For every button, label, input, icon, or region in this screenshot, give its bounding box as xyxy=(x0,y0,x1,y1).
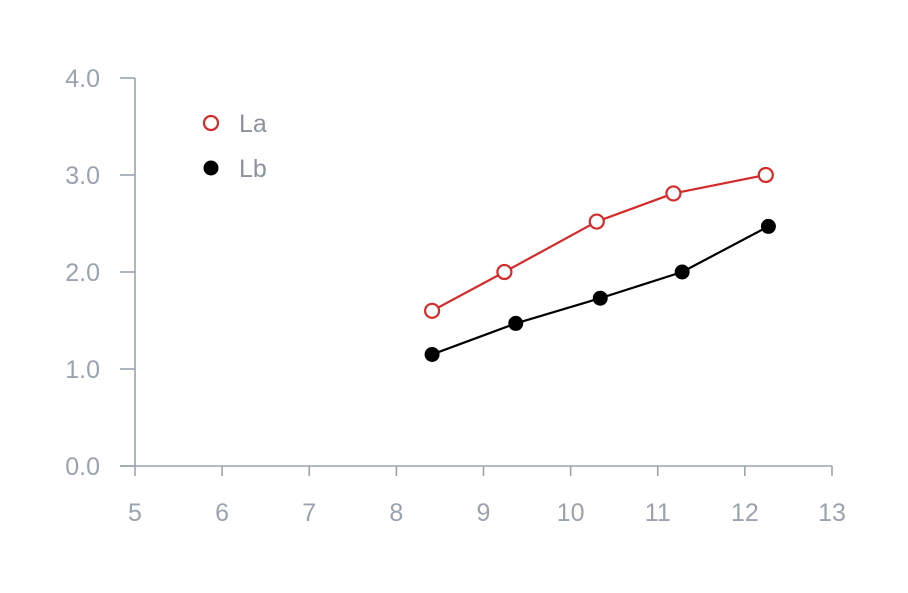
series-la-point xyxy=(423,302,441,319)
y-tick-label: 4.0 xyxy=(65,65,100,93)
x-tick-label: 6 xyxy=(215,499,229,527)
axes xyxy=(120,78,832,467)
x-ticks: 5 6 7 8 9 10 11 12 13 xyxy=(128,466,846,527)
legend-label-la: La xyxy=(239,110,267,138)
y-tick-label: 3.0 xyxy=(65,162,100,190)
x-tick-label: 8 xyxy=(389,499,403,527)
series-la-point xyxy=(496,263,513,281)
series-la xyxy=(423,166,774,319)
y-tick-label: 2.0 xyxy=(65,259,100,287)
legend-marker-la xyxy=(202,114,220,132)
series-la-point xyxy=(588,213,605,230)
x-tick-label: 5 xyxy=(128,499,142,527)
series-layer xyxy=(423,166,776,362)
series-la-point xyxy=(757,166,774,184)
x-tick-label: 9 xyxy=(477,499,491,527)
series-lb-point xyxy=(674,264,690,280)
series-lb-line xyxy=(431,225,769,356)
y-ticks: 0.0 1.0 2.0 3.0 4.0 xyxy=(65,65,135,481)
series-la-point xyxy=(665,185,682,202)
legend-item-la: La xyxy=(202,110,267,138)
legend: La Lb xyxy=(202,110,267,183)
legend-marker-lb xyxy=(203,160,219,176)
series-lb-point xyxy=(424,346,440,362)
legend-item-lb: Lb xyxy=(203,155,267,183)
series-lb-point xyxy=(508,315,524,331)
series-lb-point xyxy=(760,218,776,234)
x-tick-label: 13 xyxy=(818,499,846,527)
x-tick-label: 12 xyxy=(731,499,759,527)
series-lb-point xyxy=(592,290,608,306)
x-tick-label: 7 xyxy=(302,499,316,527)
series-la-line xyxy=(431,173,767,312)
series-lb xyxy=(424,218,776,362)
y-tick-label: 1.0 xyxy=(65,356,100,384)
y-tick-label: 0.0 xyxy=(65,453,100,481)
x-tick-label: 11 xyxy=(645,499,671,527)
x-tick-label: 10 xyxy=(557,499,585,527)
legend-label-lb: Lb xyxy=(239,155,267,183)
